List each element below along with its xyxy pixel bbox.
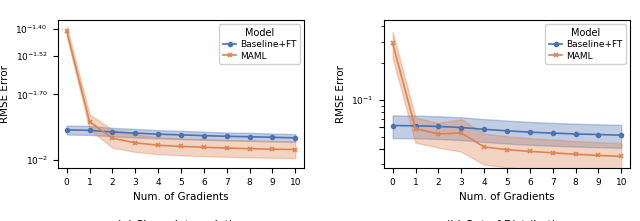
MAML <box>86 120 93 123</box>
MAML <box>458 132 465 134</box>
Baseline+FT <box>412 124 419 127</box>
MAML <box>63 30 70 33</box>
Baseline+FT <box>291 137 299 139</box>
MAML <box>572 153 579 156</box>
Baseline+FT <box>109 131 116 133</box>
MAML <box>526 150 534 153</box>
Baseline+FT <box>618 134 625 137</box>
Baseline+FT <box>177 133 185 136</box>
X-axis label: Num. of Gradients: Num. of Gradients <box>133 192 229 202</box>
Baseline+FT <box>200 134 208 137</box>
Baseline+FT <box>435 125 442 128</box>
Legend: Baseline+FT, MAML: Baseline+FT, MAML <box>545 24 626 64</box>
MAML <box>177 145 185 148</box>
MAML <box>549 151 557 154</box>
Title: (b) Out-of-Distribution: (b) Out-of-Distribution <box>445 220 568 221</box>
Baseline+FT <box>86 129 93 132</box>
MAML <box>435 133 442 135</box>
Baseline+FT <box>246 135 253 138</box>
MAML <box>246 147 253 150</box>
Baseline+FT <box>458 126 465 129</box>
Line: MAML: MAML <box>64 29 298 152</box>
MAML <box>131 141 139 144</box>
MAML <box>618 155 625 158</box>
MAML <box>503 148 511 151</box>
Baseline+FT <box>154 133 162 135</box>
Baseline+FT <box>131 132 139 134</box>
Baseline+FT <box>63 129 70 131</box>
Y-axis label: RMSE Error: RMSE Error <box>336 65 346 123</box>
MAML <box>291 148 299 151</box>
Baseline+FT <box>526 131 534 133</box>
MAML <box>269 148 276 151</box>
X-axis label: Num. of Gradients: Num. of Gradients <box>459 192 555 202</box>
MAML <box>389 42 397 45</box>
MAML <box>480 146 488 148</box>
Baseline+FT <box>503 130 511 132</box>
Legend: Baseline+FT, MAML: Baseline+FT, MAML <box>220 24 300 64</box>
Line: Baseline+FT: Baseline+FT <box>65 128 298 140</box>
Baseline+FT <box>389 124 397 127</box>
MAML <box>223 147 230 149</box>
MAML <box>200 146 208 149</box>
Line: Baseline+FT: Baseline+FT <box>390 124 623 137</box>
Baseline+FT <box>549 132 557 134</box>
Baseline+FT <box>269 136 276 139</box>
MAML <box>595 154 602 157</box>
MAML <box>412 127 419 130</box>
Baseline+FT <box>572 133 579 135</box>
Y-axis label: RMSE Error: RMSE Error <box>0 65 10 123</box>
MAML <box>109 137 116 139</box>
MAML <box>154 144 162 147</box>
Line: MAML: MAML <box>390 41 624 159</box>
Baseline+FT <box>223 135 230 138</box>
Title: (a) Shape Interpolation: (a) Shape Interpolation <box>116 220 246 221</box>
Baseline+FT <box>480 128 488 131</box>
Baseline+FT <box>595 133 602 136</box>
